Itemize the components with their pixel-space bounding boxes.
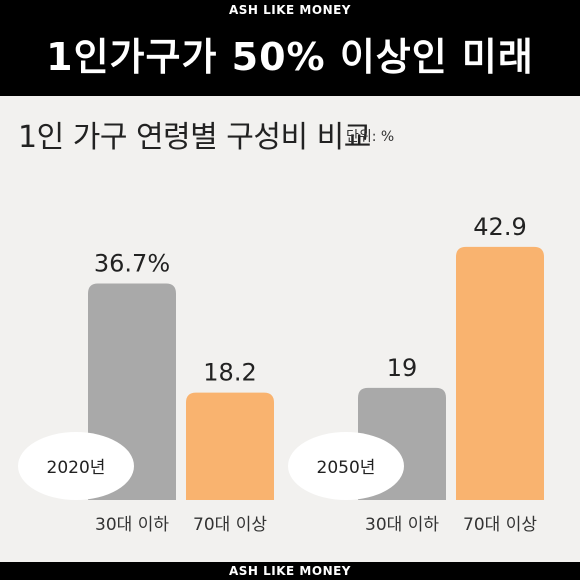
year-badge-0 bbox=[18, 432, 134, 500]
bar-value-label-0-1: 18.2 bbox=[203, 359, 256, 387]
year-label-0: 2020년 bbox=[47, 458, 106, 478]
chart-title: 1인 가구 연령별 구성비 비교 bbox=[18, 120, 371, 155]
year-label-1: 2050년 bbox=[317, 458, 376, 478]
bar-value-label-1-0: 19 bbox=[387, 354, 418, 382]
header-bar: ASH LIKE MONEY 1인가구가 50% 이상인 미래 bbox=[0, 0, 580, 96]
category-label-0-0: 30대 이하 bbox=[95, 515, 169, 535]
brand-top: ASH LIKE MONEY bbox=[228, 3, 351, 17]
footer-bar: ASH LIKE MONEY bbox=[0, 562, 580, 580]
category-label-0-1: 70대 이상 bbox=[193, 515, 267, 535]
bar-1-1 bbox=[456, 246, 544, 500]
headline: 1인가구가 50% 이상인 미래 bbox=[46, 35, 534, 79]
bar-0-1 bbox=[186, 392, 274, 500]
category-label-1-0: 30대 이하 bbox=[365, 515, 439, 535]
unit-label: 단위: % bbox=[346, 129, 395, 145]
bar-value-label-1-1: 42.9 bbox=[473, 213, 526, 241]
category-label-1-1: 70대 이상 bbox=[463, 515, 537, 535]
bar-value-label-0-0: 36.7% bbox=[94, 249, 170, 277]
year-badge-1 bbox=[288, 432, 404, 500]
